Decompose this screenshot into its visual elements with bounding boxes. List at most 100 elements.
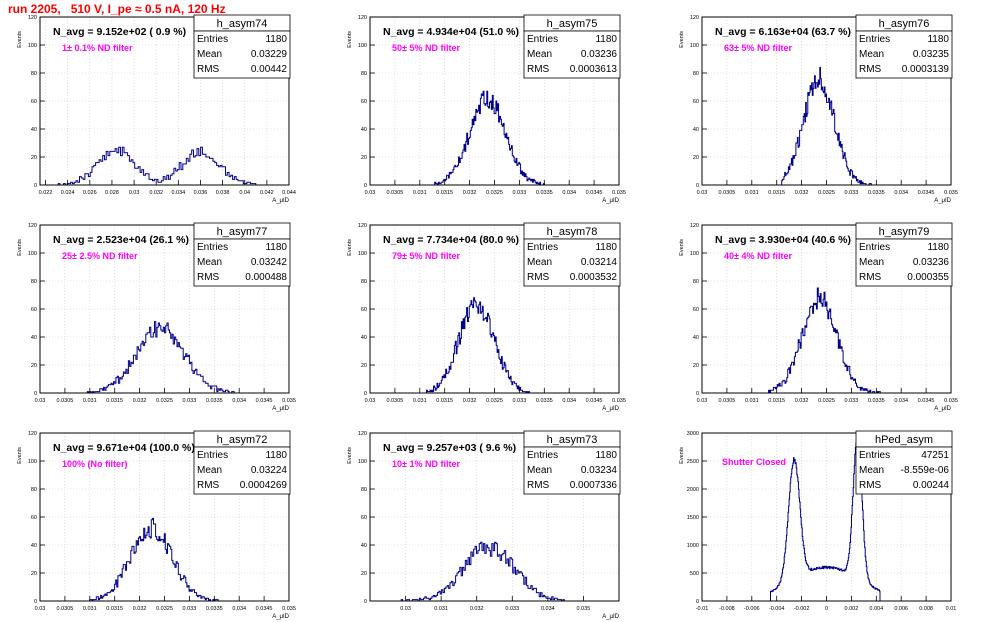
y-tick-label: 100 — [690, 43, 699, 49]
y-tick-label: 60 — [361, 307, 367, 313]
x-tick-label: 0.0305 — [386, 190, 403, 196]
stats-value: 0.0007336 — [570, 480, 618, 491]
y-tick-label: 2000 — [687, 487, 699, 493]
stats-value: 47251 — [921, 450, 949, 461]
y-tick-label: 20 — [361, 363, 367, 369]
y-axis-label: Events — [679, 31, 685, 48]
filter-label: 79± 5% ND filter — [392, 251, 460, 261]
y-tick-label: 0 — [696, 391, 699, 397]
x-tick-label: 0.024 — [61, 190, 75, 196]
x-tick-label: 0.0335 — [536, 398, 553, 404]
stats-value: 1180 — [927, 34, 949, 45]
x-tick-label: 0.035 — [282, 398, 296, 404]
navg-label: N_avg = 9.257e+03 ( 9.6 %) — [383, 442, 516, 454]
x-tick-label: 0.04 — [239, 190, 250, 196]
stats-label: RMS — [197, 480, 220, 491]
y-axis-label: Events — [17, 31, 23, 48]
x-tick-label: 0.035 — [944, 398, 958, 404]
x-tick-label: 0.035 — [612, 398, 626, 404]
stats-label: Mean — [527, 465, 552, 476]
stats-label: Entries — [197, 242, 228, 253]
x-tick-label: 0.0345 — [918, 190, 935, 196]
x-tick-label: -0.004 — [769, 606, 785, 612]
y-tick-label: 20 — [31, 571, 37, 577]
stats-label: Mean — [197, 49, 222, 60]
stats-value: 1180 — [927, 242, 949, 253]
y-tick-label: 100 — [28, 251, 37, 257]
stats-label: RMS — [859, 64, 882, 75]
histogram-panel: 0.03 0.0305 0.031 0.0315 0.032 0.0325 0.033 0.0… — [17, 222, 296, 412]
x-tick-label: 0.0305 — [386, 398, 403, 404]
y-tick-label: 80 — [361, 71, 367, 77]
y-tick-label: 120 — [358, 15, 367, 21]
x-tick-label: 0.032 — [463, 190, 477, 196]
y-tick-label: 0 — [34, 391, 37, 397]
x-tick-label: 0.032 — [133, 398, 147, 404]
x-tick-label: -0.006 — [744, 606, 760, 612]
x-tick-label: 0.0345 — [256, 606, 273, 612]
navg-label: N_avg = 4.934e+04 (51.0 %) — [383, 26, 519, 38]
y-tick-label: 0 — [34, 183, 37, 189]
stats-box — [855, 446, 953, 495]
filter-label: 50± 5% ND filter — [392, 43, 460, 53]
x-tick-label: 0.0335 — [868, 398, 885, 404]
histogram-panel: 0.03 0.0305 0.031 0.0315 0.032 0.0325 0.033 0.0… — [347, 222, 626, 412]
y-tick-label: 120 — [28, 431, 37, 437]
x-tick-label: 0.035 — [612, 190, 626, 196]
histogram-line — [89, 517, 220, 602]
navg-label: N_avg = 9.671e+04 (100.0 %) — [53, 442, 195, 454]
x-tick-label: 0.033 — [845, 398, 859, 404]
x-tick-label: 0.0305 — [56, 398, 73, 404]
stats-value: 1180 — [595, 450, 617, 461]
histogram-panel: 0.03 0.0305 0.031 0.0315 0.032 0.0325 0.033 0.0… — [679, 14, 958, 204]
y-tick-label: 40 — [31, 335, 37, 341]
histogram-line — [398, 541, 566, 602]
x-tick-label: 0.034 — [562, 190, 576, 196]
filter-label: 40± 4% ND filter — [724, 251, 792, 261]
y-axis-label: Events — [679, 239, 685, 256]
histogram-panel: 0.03 0.0305 0.031 0.0315 0.032 0.0325 0.033 0.0… — [679, 222, 958, 412]
x-tick-label: 0.031 — [413, 398, 427, 404]
histogram-panel: 0.03 0.0305 0.031 0.0315 0.032 0.0325 0.033 0.0… — [17, 430, 296, 620]
x-tick-label: 0.038 — [216, 190, 230, 196]
stats-box — [855, 30, 953, 79]
x-axis-label: A_μID — [934, 198, 951, 204]
stats-label: Mean — [527, 49, 552, 60]
x-tick-label: 0.0315 — [436, 398, 453, 404]
y-tick-label: 100 — [690, 251, 699, 257]
x-tick-label: 0.034 — [232, 398, 246, 404]
x-tick-label: 0.0335 — [536, 190, 553, 196]
x-tick-label: 0.032 — [463, 398, 477, 404]
x-tick-label: 0.032 — [470, 606, 484, 612]
stats-value: -8.559e-06 — [901, 465, 950, 476]
x-tick-label: 0.0335 — [868, 190, 885, 196]
x-tick-label: -0.01 — [696, 606, 709, 612]
stats-label: Entries — [197, 450, 228, 461]
x-tick-label: 0.002 — [845, 606, 859, 612]
stats-label: Mean — [859, 465, 884, 476]
y-tick-label: 100 — [358, 459, 367, 465]
y-tick-label: 80 — [361, 279, 367, 285]
x-tick-label: 0.044 — [282, 190, 296, 196]
x-tick-label: 0.031 — [745, 398, 759, 404]
x-axis-label: A_μID — [272, 406, 289, 412]
x-tick-label: 0.03 — [129, 190, 140, 196]
x-tick-label: 0.032 — [795, 398, 809, 404]
x-tick-label: 0.031 — [83, 606, 97, 612]
stats-value: 0.000355 — [907, 272, 949, 283]
run-title: run 2205, 510 V, I_pe ≈ 0.5 nA, 120 Hz — [8, 2, 226, 16]
stats-label: RMS — [859, 480, 882, 491]
y-tick-label: 60 — [361, 515, 367, 521]
filter-label: Shutter Closed — [722, 457, 786, 467]
x-tick-label: 0.035 — [282, 606, 296, 612]
stats-label: RMS — [197, 272, 220, 283]
x-tick-label: 0.033 — [183, 606, 197, 612]
x-tick-label: 0.0315 — [106, 606, 123, 612]
filter-label: 25± 2.5% ND filter — [62, 251, 138, 261]
x-tick-label: 0.035 — [577, 606, 591, 612]
y-tick-label: 60 — [31, 515, 37, 521]
stats-label: Mean — [197, 257, 222, 268]
y-tick-label: 100 — [358, 251, 367, 257]
y-tick-label: 0 — [364, 391, 367, 397]
